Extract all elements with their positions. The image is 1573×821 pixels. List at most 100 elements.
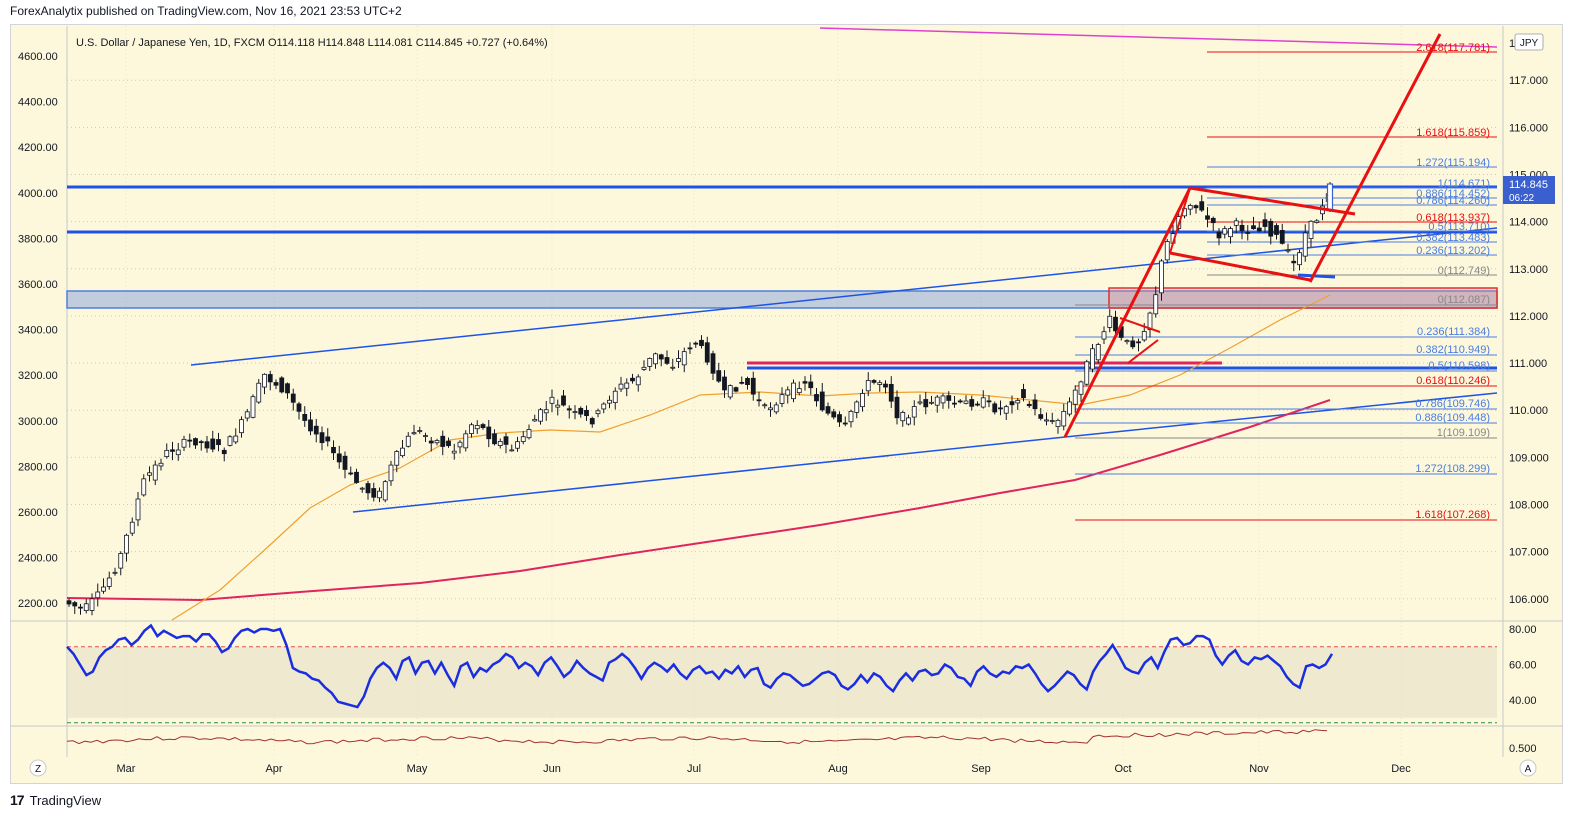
left-axis-label: 4200.00 <box>18 142 58 154</box>
candle <box>308 419 313 432</box>
candle <box>871 380 877 383</box>
candle <box>911 406 917 418</box>
candle <box>549 396 555 404</box>
candle <box>1291 260 1297 264</box>
candle <box>354 471 359 483</box>
flag-upper-line <box>1189 186 1356 216</box>
candle <box>704 342 710 363</box>
candle <box>630 377 635 382</box>
candle <box>998 407 1003 410</box>
candle <box>773 404 779 413</box>
time-axis-label: Jul <box>687 763 701 775</box>
candle <box>722 376 727 391</box>
candle <box>1187 204 1193 210</box>
candle <box>934 396 940 406</box>
candle <box>1199 201 1205 211</box>
candle <box>693 342 699 345</box>
candle <box>572 411 578 414</box>
candle <box>331 446 336 454</box>
tradingview-footer: 17 TradingView <box>10 792 101 808</box>
last-price-value: 114.845 <box>1509 179 1548 191</box>
candle <box>1009 401 1015 406</box>
fib-label: 1.618(115.859) <box>1416 127 1490 139</box>
left-axis-label: 2400.00 <box>18 553 58 565</box>
fib-label: 1.618(107.268) <box>1415 509 1490 521</box>
zoom-button[interactable] <box>29 759 47 777</box>
candle <box>313 425 319 435</box>
candle <box>158 462 164 467</box>
candle <box>428 440 434 444</box>
candle <box>618 383 624 390</box>
left-axis-label: 4600.00 <box>18 51 58 63</box>
auto-scale-button[interactable] <box>1519 759 1537 777</box>
candle <box>733 387 739 392</box>
candle <box>239 419 244 434</box>
last-price-tag <box>1503 176 1555 204</box>
candle <box>1302 232 1308 257</box>
candle <box>1090 348 1095 370</box>
candle <box>802 381 808 384</box>
rsi-axis-label: 80.00 <box>1509 624 1537 636</box>
fib-label: 0.382(110.949) <box>1416 344 1490 356</box>
channel-lower-trendline <box>352 436 1066 513</box>
candle <box>1072 389 1078 405</box>
candle <box>285 383 290 394</box>
candle <box>923 399 929 408</box>
fib-label: 0.886(109.448) <box>1415 412 1490 424</box>
currency-badge[interactable] <box>1514 33 1544 51</box>
candle <box>302 413 308 421</box>
price-axis-label: 107.000 <box>1509 547 1549 559</box>
fib-label: 1.272(108.299) <box>1415 463 1490 475</box>
candle <box>1239 224 1245 232</box>
candle <box>1147 312 1153 331</box>
candle <box>520 436 526 442</box>
candle <box>66 600 72 605</box>
candle <box>1193 205 1199 209</box>
candle <box>106 577 112 587</box>
candle <box>917 401 923 404</box>
candle <box>1274 225 1279 235</box>
candle <box>1078 381 1084 395</box>
fib-label: 0.618(113.937) <box>1416 212 1490 224</box>
candle <box>814 394 819 402</box>
candle <box>865 380 871 392</box>
fib-label: 0.236(113.202) <box>1416 245 1490 257</box>
candle <box>1038 414 1044 419</box>
candle <box>952 402 957 405</box>
candle <box>745 378 750 386</box>
candle <box>1256 227 1262 232</box>
candle <box>267 374 273 383</box>
candle <box>860 393 865 408</box>
candle <box>210 438 216 450</box>
mini-flag-line <box>1127 339 1159 364</box>
candle <box>647 358 653 367</box>
candle <box>359 487 365 490</box>
candle <box>388 464 394 482</box>
candle <box>1044 419 1049 422</box>
left-axis-label: 3200.00 <box>18 370 58 382</box>
candle <box>187 439 193 442</box>
candle <box>1164 241 1170 261</box>
price-axis-label: 114.000 <box>1509 217 1548 229</box>
candle <box>1141 331 1147 341</box>
candle <box>1159 260 1164 294</box>
candle <box>750 377 756 395</box>
candle <box>986 400 992 403</box>
channel-upper-trendline <box>190 227 1498 366</box>
candle <box>578 407 584 415</box>
candle <box>929 401 934 404</box>
candle <box>589 418 595 425</box>
candle <box>181 438 187 448</box>
flag-side <box>1169 187 1191 254</box>
candle <box>227 436 233 446</box>
candle <box>1222 228 1228 235</box>
price-axis-label: 113.000 <box>1509 264 1548 276</box>
candle <box>204 441 210 449</box>
price-axis-label: 110.000 <box>1509 405 1548 417</box>
candle <box>348 472 354 475</box>
candle <box>319 432 325 444</box>
candle <box>486 426 492 440</box>
fib-label: 0.786(109.746) <box>1415 398 1490 410</box>
left-axis-label: 4000.00 <box>18 188 58 200</box>
